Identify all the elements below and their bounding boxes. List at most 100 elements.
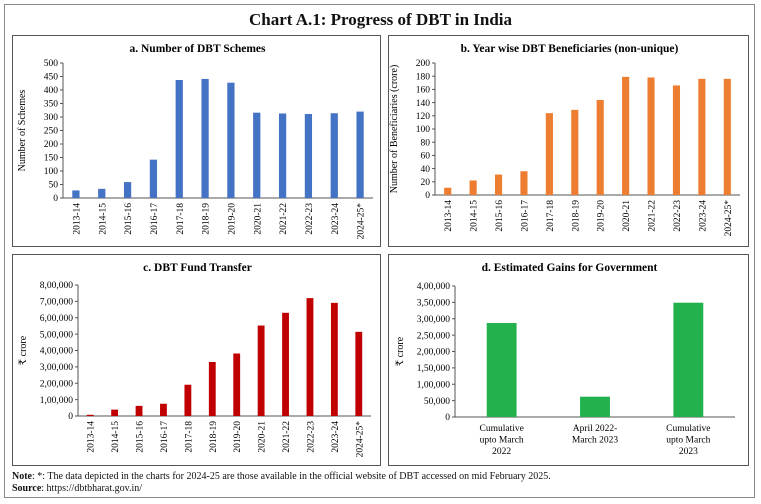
x-tick-label: 2023-24 [331, 203, 341, 235]
x-tick-label: 2014-15 [98, 203, 108, 235]
bar [330, 302, 338, 416]
x-tick-label: 2017-18 [176, 203, 186, 235]
y-axis-title: ₹ crore [18, 335, 29, 365]
y-tick-label: 1,00,000 [417, 380, 451, 390]
chart-fund-transfer: c. DBT Fund Transfer 0 1,00,000 2,00,000 3,0… [18, 262, 371, 457]
footnote: Note: *: The data depicted in the charts… [12, 471, 752, 495]
y-tick-label: 450 [44, 73, 59, 83]
bar [149, 159, 158, 198]
bar [545, 113, 553, 195]
x-tick-label: 2024-25* [357, 203, 367, 240]
x-tick-label: upto March [666, 436, 710, 446]
bar [444, 187, 452, 195]
y-tick-label: 200 [416, 59, 431, 69]
y-tick-label: 60 [421, 152, 431, 162]
bar [494, 174, 503, 195]
y-tick-label: 100 [416, 125, 431, 135]
note-line: Note: *: The data depicted in the charts… [12, 471, 752, 483]
x-tick-label: upto March [480, 436, 524, 446]
bar [98, 188, 106, 198]
x-tick-label: 2023 [679, 447, 698, 457]
y-tick-label: 4,00,000 [417, 282, 451, 292]
x-tick-label: 2017-18 [546, 200, 556, 232]
x-tick-label: 2013-14 [72, 203, 82, 235]
y-tick-label: 100 [44, 167, 59, 177]
y-tick-label: 50 [49, 181, 59, 191]
bar [580, 396, 610, 417]
x-tick-label: 2014-15 [470, 200, 480, 232]
bar [253, 112, 261, 198]
y-tick-label: 2,50,000 [417, 331, 451, 341]
bar [723, 78, 731, 195]
chart-number-of-schemes: a. Number of DBT Schemes 0 50 100 150 200 250 3… [17, 43, 373, 240]
bar [622, 76, 630, 195]
x-tick-label: 2018-19 [209, 421, 219, 453]
y-tick-label: 3,00,000 [40, 363, 74, 373]
x-tick-label: 2019-20 [227, 203, 237, 235]
x-tick-label: 2018-19 [202, 203, 212, 235]
x-tick-label: 2015-16 [124, 203, 134, 235]
chart-title: b. Year wise DBT Beneficiaries (non-uniq… [461, 43, 679, 55]
x-tick-label: 2022 [492, 447, 511, 457]
x-tick-label: 2013-14 [444, 200, 454, 232]
bar [72, 190, 80, 198]
bar [227, 82, 235, 198]
x-tick-label: 2023-24 [331, 421, 341, 453]
bar [304, 114, 313, 198]
bar [571, 109, 579, 195]
x-tick-label: April 2022- [573, 424, 618, 434]
x-tick-label: 2023-24 [698, 200, 708, 232]
x-tick-label: 2022-23 [306, 421, 316, 453]
bar [201, 78, 209, 198]
y-tick-label: 0 [445, 413, 450, 423]
bar [282, 312, 289, 416]
y-tick-label: 5,00,000 [40, 330, 74, 340]
x-tick-label: 2022-23 [673, 200, 683, 232]
bar [257, 325, 265, 416]
x-tick-label: 2024-25* [724, 200, 734, 237]
x-tick-label: 2018-19 [571, 200, 581, 232]
x-tick-label: 2020-21 [258, 421, 268, 453]
x-tick-label: 2017-18 [184, 421, 194, 453]
y-tick-label: 200 [44, 140, 59, 150]
y-tick-label: 2,00,000 [417, 348, 451, 358]
y-tick-label: 20 [421, 178, 431, 188]
figure-title: Chart A.1: Progress of DBT in India [248, 10, 513, 29]
source-line: Source: https://dbtbharat.gov.in/ [12, 483, 752, 495]
bar [135, 405, 143, 416]
x-tick-label: 2022-23 [305, 203, 315, 235]
bar [123, 182, 132, 198]
bar [469, 180, 477, 195]
y-tick-label: 120 [416, 112, 431, 122]
y-tick-label: 0 [68, 412, 73, 422]
bar [278, 113, 287, 198]
bar [175, 80, 183, 198]
y-axis-title: Number of Schemes [17, 90, 28, 172]
figure-frame [4, 4, 755, 498]
y-tick-label: 2,00,000 [40, 379, 74, 389]
bar [698, 78, 706, 195]
x-tick-label: 2016-17 [520, 200, 530, 232]
x-tick-label: Cumulative [480, 424, 524, 434]
x-tick-label: 2014-15 [111, 421, 121, 453]
source-label: Source [12, 483, 42, 494]
y-tick-label: 1,00,000 [40, 396, 74, 406]
y-tick-label: 40 [421, 165, 431, 175]
bar [520, 171, 528, 195]
x-tick-label: 2015-16 [495, 200, 505, 232]
x-tick-label: March 2023 [572, 436, 618, 446]
note-label: Note [12, 471, 32, 482]
y-tick-label: 1,50,000 [417, 364, 451, 374]
panel-number-of-schemes: a. Number of DBT Schemes 0 50 100 150 200 250 3… [12, 35, 381, 247]
x-tick-label: 2015-16 [136, 421, 146, 453]
bar [233, 353, 241, 416]
bar [486, 323, 517, 417]
chart-title: a. Number of DBT Schemes [130, 43, 267, 55]
y-tick-label: 3,00,000 [417, 315, 451, 325]
y-tick-label: 300 [44, 113, 59, 123]
y-tick-label: 0 [53, 194, 58, 204]
chart-title: d. Estimated Gains for Government [482, 262, 658, 274]
y-tick-label: 180 [416, 72, 431, 82]
y-tick-label: 50,000 [424, 397, 450, 407]
y-tick-label: 8,00,000 [40, 281, 74, 291]
